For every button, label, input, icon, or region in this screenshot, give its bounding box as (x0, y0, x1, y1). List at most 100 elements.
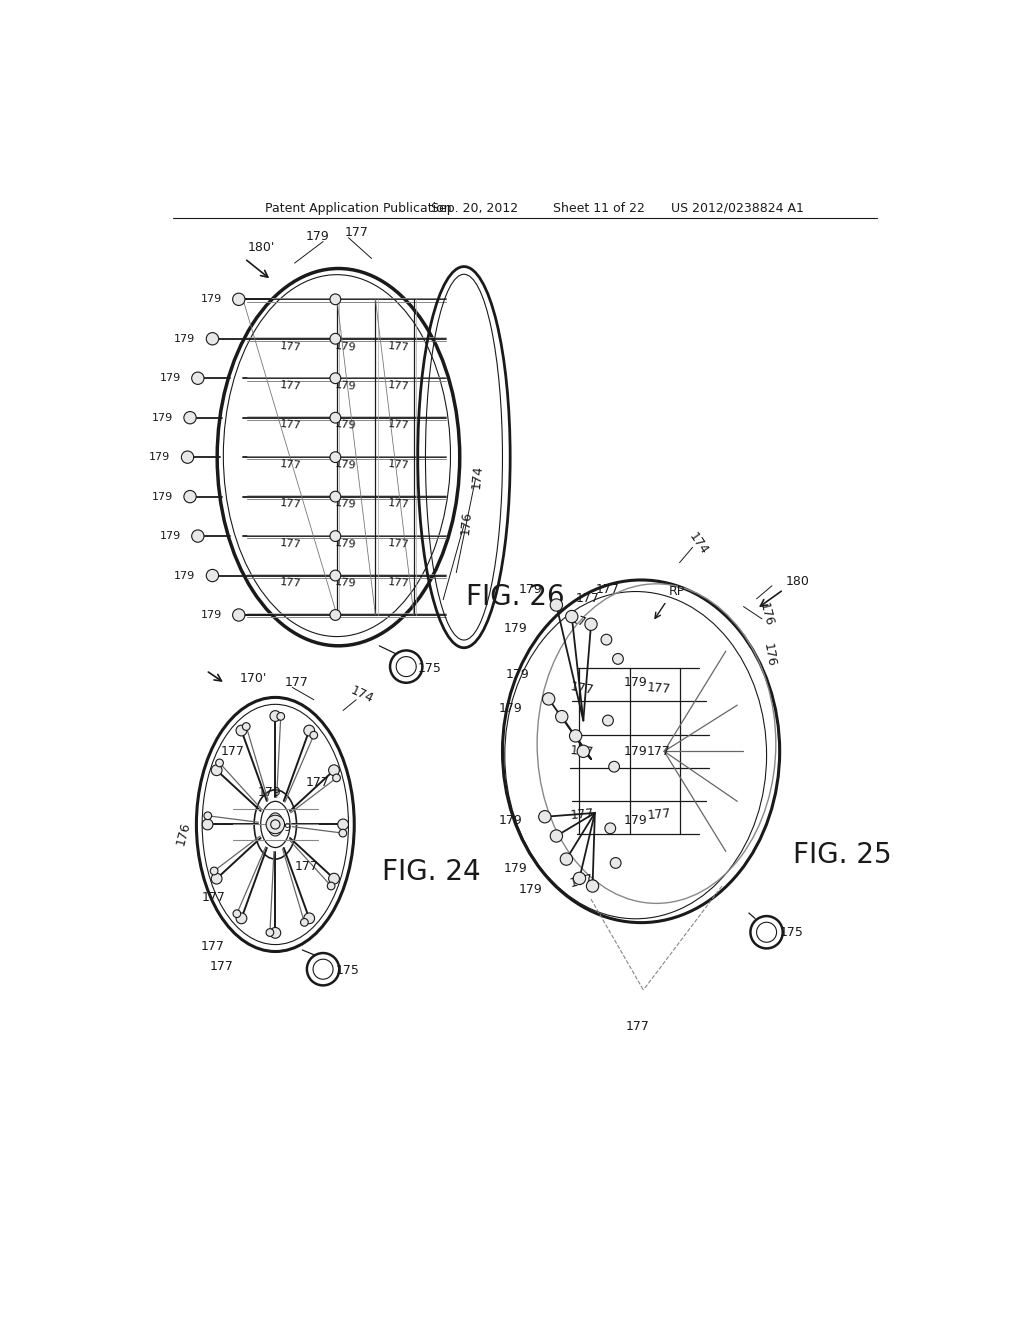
Text: 179: 179 (519, 883, 543, 896)
Circle shape (232, 293, 245, 305)
Text: 177: 177 (280, 537, 302, 549)
Circle shape (329, 764, 339, 776)
Text: Sheet 11 of 22: Sheet 11 of 22 (553, 202, 644, 215)
Text: 177: 177 (306, 776, 330, 788)
Circle shape (330, 294, 341, 305)
Circle shape (338, 818, 348, 830)
Text: 177: 177 (221, 744, 245, 758)
Circle shape (396, 656, 416, 677)
Text: 170': 170' (240, 672, 267, 685)
Circle shape (276, 713, 285, 721)
Circle shape (330, 491, 341, 502)
Text: 180': 180' (248, 242, 275, 255)
Text: 177: 177 (596, 583, 620, 597)
Circle shape (573, 873, 586, 884)
Text: 177: 177 (285, 676, 309, 689)
Text: 179: 179 (624, 676, 647, 689)
Circle shape (270, 820, 280, 829)
Circle shape (191, 529, 204, 543)
Text: 179: 179 (506, 668, 529, 681)
Text: 179: 179 (335, 380, 357, 392)
Text: FIG. 24: FIG. 24 (382, 858, 480, 886)
Text: FIG. 26: FIG. 26 (466, 583, 565, 611)
Text: 177: 177 (568, 871, 595, 890)
Text: 179: 179 (624, 814, 647, 828)
Text: 177: 177 (569, 680, 595, 697)
Circle shape (181, 451, 194, 463)
Text: 180: 180 (785, 576, 809, 589)
Text: 179: 179 (335, 499, 357, 511)
Text: 177: 177 (280, 380, 302, 392)
Circle shape (243, 722, 250, 730)
Text: 177: 177 (280, 459, 302, 471)
Text: 179: 179 (499, 814, 522, 828)
Circle shape (266, 929, 273, 936)
Text: Sep. 20, 2012: Sep. 20, 2012 (431, 202, 518, 215)
Text: 179: 179 (624, 744, 647, 758)
Circle shape (612, 653, 624, 664)
Circle shape (330, 610, 341, 620)
Circle shape (191, 372, 204, 384)
Text: 177: 177 (568, 612, 595, 632)
Circle shape (232, 609, 245, 622)
Text: 177: 177 (647, 744, 671, 758)
Circle shape (330, 570, 341, 581)
Circle shape (211, 764, 222, 776)
Circle shape (330, 451, 341, 462)
Text: 174: 174 (470, 465, 484, 488)
Text: 179: 179 (152, 491, 173, 502)
Text: 174: 174 (687, 529, 711, 557)
Text: 177: 177 (646, 681, 672, 696)
Text: 177: 177 (569, 743, 594, 759)
Text: 176: 176 (459, 511, 474, 535)
Text: 177: 177 (280, 499, 302, 511)
Circle shape (550, 830, 562, 842)
Text: 177: 177 (387, 499, 410, 511)
Text: 179: 179 (160, 531, 181, 541)
Circle shape (206, 569, 218, 582)
Circle shape (328, 882, 335, 890)
Circle shape (608, 762, 620, 772)
Circle shape (237, 913, 247, 924)
Text: 179: 179 (306, 230, 330, 243)
Text: 177: 177 (387, 380, 410, 392)
Text: 177: 177 (202, 891, 225, 904)
Text: 179: 179 (201, 294, 221, 305)
Text: 179: 179 (152, 413, 173, 422)
Circle shape (757, 923, 776, 942)
Text: Patent Application Publication: Patent Application Publication (265, 202, 452, 215)
Text: 177: 177 (569, 807, 594, 822)
Text: 179: 179 (174, 334, 196, 343)
Text: 179: 179 (201, 610, 221, 620)
Text: 179: 179 (335, 577, 357, 589)
Circle shape (339, 829, 347, 837)
Text: 177: 177 (294, 861, 318, 874)
Circle shape (578, 744, 590, 758)
Circle shape (211, 874, 222, 884)
Text: 177: 177 (575, 593, 599, 606)
Circle shape (330, 372, 341, 384)
Circle shape (304, 913, 314, 924)
Text: 177: 177 (626, 1020, 649, 1034)
Text: 175: 175 (336, 964, 359, 977)
Circle shape (560, 853, 572, 866)
Text: 177: 177 (387, 341, 410, 352)
Text: 177: 177 (387, 537, 410, 549)
Circle shape (304, 725, 314, 737)
Text: 177: 177 (646, 807, 672, 822)
Text: FIG. 25: FIG. 25 (793, 841, 891, 870)
Circle shape (270, 928, 281, 939)
Circle shape (307, 953, 339, 985)
Circle shape (602, 715, 613, 726)
Text: US 2012/0238824 A1: US 2012/0238824 A1 (671, 202, 804, 215)
Circle shape (610, 858, 621, 869)
Text: 177: 177 (210, 961, 233, 973)
Circle shape (330, 531, 341, 541)
Circle shape (237, 725, 247, 737)
Circle shape (184, 491, 197, 503)
Circle shape (587, 880, 599, 892)
Circle shape (333, 774, 340, 781)
Text: 179: 179 (504, 862, 527, 875)
Circle shape (751, 916, 782, 948)
Text: 179: 179 (174, 570, 196, 581)
